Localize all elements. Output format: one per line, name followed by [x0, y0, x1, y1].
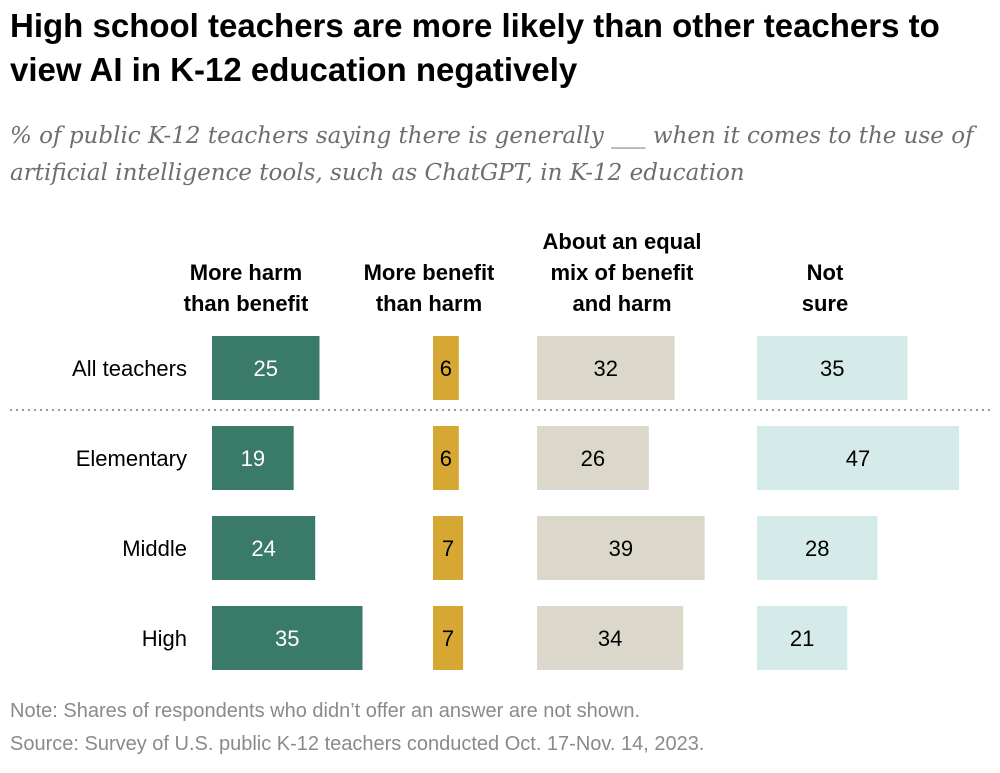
bar-value-label: 35	[820, 356, 844, 381]
column-header-3: About an equal mix of benefit and harm	[543, 229, 702, 316]
bar-3	[537, 336, 675, 400]
bar-2	[433, 336, 459, 400]
bar-1	[212, 516, 316, 580]
chart-subtitle: % of public K-12 teachers saying there i…	[10, 123, 974, 186]
bar-4	[757, 336, 908, 400]
chart-note: Note: Shares of respondents who didn’t o…	[10, 700, 641, 722]
bar-1	[212, 426, 294, 490]
column-header-4: Not sure	[802, 260, 848, 316]
chart-plot: More harm than benefit More benefit than ha…	[10, 229, 990, 670]
bar-value-label: 24	[251, 536, 275, 561]
row-label: All teachers	[72, 356, 187, 381]
chart-title: High school teachers are more likely tha…	[10, 7, 940, 88]
bar-value-label: 25	[254, 356, 278, 381]
bar-1	[212, 606, 363, 670]
bar-value-label: 19	[241, 446, 265, 471]
row-label: Elementary	[76, 446, 187, 471]
column-header-2: More benefit than harm	[364, 260, 495, 316]
bar-value-label: 6	[440, 446, 452, 471]
bar-value-label: 47	[846, 446, 870, 471]
row-label: High	[142, 626, 187, 651]
bar-value-label: 28	[805, 536, 829, 561]
bar-value-label: 21	[790, 626, 814, 651]
bar-4	[757, 426, 960, 490]
bar-2	[433, 516, 464, 580]
bar-value-label: 6	[440, 356, 452, 381]
row-label: Middle	[122, 536, 187, 561]
bar-value-label: 32	[594, 356, 618, 381]
bar-2	[433, 606, 464, 670]
column-header-1: More harm than benefit	[184, 260, 309, 316]
chart-source: Source: Survey of U.S. public K-12 teach…	[10, 733, 705, 755]
bar-4	[757, 516, 878, 580]
bar-value-label: 39	[609, 536, 633, 561]
bar-3	[537, 516, 705, 580]
bar-value-label: 34	[598, 626, 622, 651]
bar-4	[757, 606, 848, 670]
bar-3	[537, 426, 649, 490]
bar-1	[212, 336, 320, 400]
bar-3	[537, 606, 684, 670]
bar-value-label: 26	[581, 446, 605, 471]
bar-value-label: 7	[442, 536, 454, 561]
bar-value-label: 35	[275, 626, 299, 651]
bar-value-label: 7	[442, 626, 454, 651]
bar-2	[433, 426, 459, 490]
